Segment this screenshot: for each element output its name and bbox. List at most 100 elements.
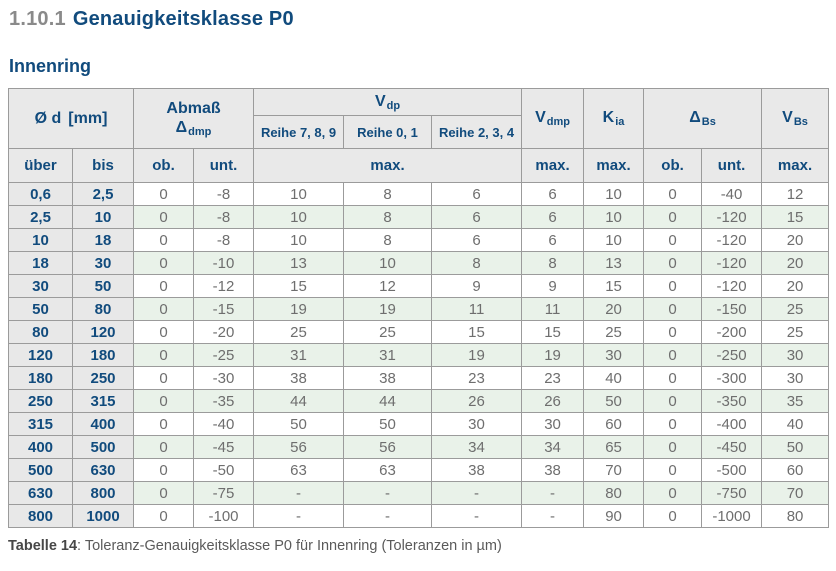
cell-d-ueber: 180 <box>8 366 73 390</box>
cell-d-bis: 1000 <box>72 504 134 528</box>
cell-dbs-ob: 0 <box>643 205 703 229</box>
cell-vdp-reihe01: 8 <box>343 205 433 229</box>
cell-vdp-reihe789: 10 <box>253 205 345 229</box>
cell-vbs: 20 <box>761 228 830 252</box>
cell-d-bis: 180 <box>72 343 134 367</box>
cell-abmass-unt: -20 <box>192 320 255 344</box>
cell-dbs-ob: 0 <box>643 182 703 206</box>
cell-dbs-unt: -300 <box>701 366 763 390</box>
cell-vdp-reihe234: 26 <box>431 389 523 413</box>
table-body: 0,6 2,5 0 -8 10 8 6 6 10 0 -40 12 2,5 10… <box>8 182 830 528</box>
cell-kia: 65 <box>583 435 645 459</box>
cell-dbs-unt: -750 <box>701 481 763 505</box>
cell-vdp-reihe01: 19 <box>343 297 433 321</box>
cell-abmass-ob: 0 <box>133 435 194 459</box>
cell-kia: 40 <box>583 366 645 390</box>
cell-dbs-unt: -120 <box>701 251 763 275</box>
cell-kia: 15 <box>583 274 645 298</box>
cell-abmass-ob: 0 <box>133 182 194 206</box>
cell-dbs-unt: -450 <box>701 435 763 459</box>
cell-vbs: 40 <box>761 412 830 436</box>
page-title-text: Genauigkeitsklasse P0 <box>72 8 294 30</box>
cell-vdp-reihe234: 34 <box>431 435 523 459</box>
cell-d-ueber: 500 <box>8 458 73 482</box>
cell-abmass-unt: -8 <box>192 228 255 252</box>
cell-dbs-unt: -40 <box>701 182 763 206</box>
table-row: 50 80 0 -15 19 19 11 11 20 0 -150 25 <box>8 297 830 321</box>
cell-dbs-unt: -120 <box>701 274 763 298</box>
cell-abmass-unt: -8 <box>192 182 255 206</box>
cell-kia: 90 <box>583 504 645 528</box>
cell-vdmp: 8 <box>521 251 585 275</box>
cell-abmass-unt: -40 <box>192 412 255 436</box>
table-row: 400 500 0 -45 56 56 34 34 65 0 -450 50 <box>8 435 830 459</box>
cell-abmass-ob: 0 <box>133 274 194 298</box>
cell-kia: 13 <box>583 251 645 275</box>
page-title: 1.10.1 Genauigkeitsklasse P0 <box>9 8 294 31</box>
cell-vdp-reihe234: 6 <box>431 182 523 206</box>
cell-vbs: 80 <box>761 504 830 528</box>
cell-dbs-unt: -250 <box>701 343 763 367</box>
cell-vdp-reihe789: 56 <box>253 435 345 459</box>
cell-kia: 50 <box>583 389 645 413</box>
cell-dbs-ob: 0 <box>643 228 703 252</box>
cell-d-bis: 80 <box>72 297 134 321</box>
subheader-vdmp-max: max. <box>521 148 585 183</box>
cell-d-ueber: 800 <box>8 504 73 528</box>
cell-vdmp: 23 <box>521 366 585 390</box>
cell-vdp-reihe789: 13 <box>253 251 345 275</box>
cell-kia: 10 <box>583 205 645 229</box>
cell-d-bis: 250 <box>72 366 134 390</box>
cell-d-bis: 30 <box>72 251 134 275</box>
cell-vdmp: - <box>521 504 585 528</box>
cell-abmass-ob: 0 <box>133 320 194 344</box>
table-caption-label: Tabelle 14 <box>8 538 78 554</box>
cell-abmass-ob: 0 <box>133 366 194 390</box>
cell-kia: 10 <box>583 228 645 252</box>
cell-vbs: 30 <box>761 366 830 390</box>
cell-vdp-reihe234: 23 <box>431 366 523 390</box>
cell-abmass-unt: -15 <box>192 297 255 321</box>
cell-vdp-reihe01: 10 <box>343 251 433 275</box>
cell-d-bis: 500 <box>72 435 134 459</box>
abmass-symbol: Δdmp <box>175 118 212 138</box>
table-row: 800 1000 0 -100 - - - - 90 0 -1000 80 <box>8 504 830 528</box>
cell-d-ueber: 0,6 <box>8 182 73 206</box>
cell-dbs-unt: -200 <box>701 320 763 344</box>
subheader-unt: unt. <box>192 148 255 183</box>
cell-d-bis: 10 <box>72 205 134 229</box>
subheader-kia-max: max. <box>583 148 645 183</box>
cell-abmass-unt: -50 <box>192 458 255 482</box>
cell-vdp-reihe789: 38 <box>253 366 345 390</box>
cell-abmass-unt: -12 <box>192 274 255 298</box>
cell-d-bis: 315 <box>72 389 134 413</box>
col-header-reihe-789: Reihe 7, 8, 9 <box>253 115 345 149</box>
col-header-diameter: Ø d [mm] <box>8 88 134 149</box>
cell-vbs: 70 <box>761 481 830 505</box>
cell-abmass-unt: -8 <box>192 205 255 229</box>
cell-d-bis: 18 <box>72 228 134 252</box>
cell-vdp-reihe789: 50 <box>253 412 345 436</box>
cell-dbs-ob: 0 <box>643 366 703 390</box>
col-header-vbs: VBs <box>761 88 830 149</box>
cell-abmass-ob: 0 <box>133 504 194 528</box>
subheader-bis: bis <box>72 148 134 183</box>
cell-vdmp: 6 <box>521 228 585 252</box>
cell-dbs-unt: -350 <box>701 389 763 413</box>
cell-kia: 10 <box>583 182 645 206</box>
cell-d-bis: 2,5 <box>72 182 134 206</box>
cell-vbs: 30 <box>761 343 830 367</box>
cell-abmass-unt: -35 <box>192 389 255 413</box>
table-caption: Tabelle 14: Toleranz-Genauigkeitsklasse … <box>8 538 502 554</box>
cell-vbs: 25 <box>761 320 830 344</box>
cell-vdmp: 15 <box>521 320 585 344</box>
cell-vdp-reihe01: 8 <box>343 182 433 206</box>
cell-abmass-unt: -45 <box>192 435 255 459</box>
cell-dbs-ob: 0 <box>643 481 703 505</box>
cell-dbs-ob: 0 <box>643 412 703 436</box>
cell-abmass-unt: -75 <box>192 481 255 505</box>
cell-kia: 25 <box>583 320 645 344</box>
cell-kia: 70 <box>583 458 645 482</box>
cell-vdmp: 38 <box>521 458 585 482</box>
cell-vdp-reihe234: 8 <box>431 251 523 275</box>
